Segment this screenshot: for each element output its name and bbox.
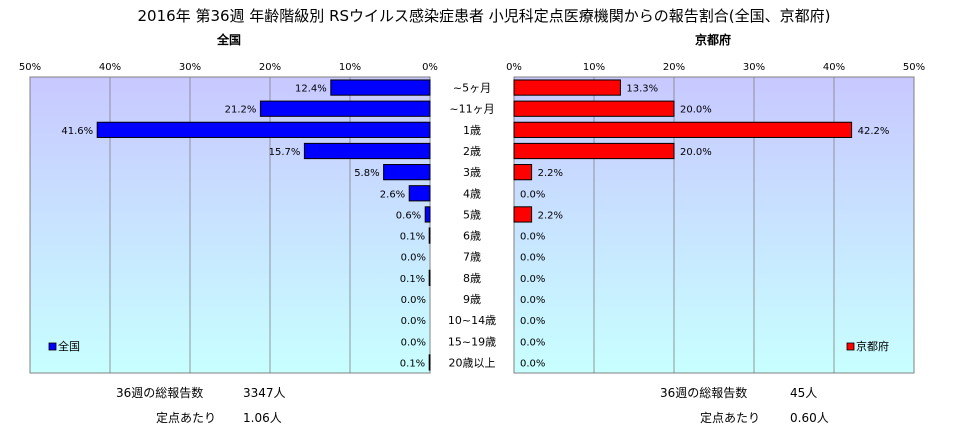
category-label: ~11ヶ月 — [449, 103, 494, 116]
data-label-kyoto: 2.2% — [538, 210, 563, 221]
tick-label-right: 50% — [903, 62, 925, 73]
category-label: 20歳以上 — [449, 356, 496, 369]
bar-national — [408, 185, 431, 202]
tick-label-right: 20% — [663, 62, 685, 73]
category-label: 1歳 — [463, 124, 481, 137]
legend-left-label: 全国 — [58, 339, 80, 353]
data-label-kyoto: 13.3% — [626, 84, 658, 95]
tick-label-left: 50% — [19, 62, 41, 73]
data-label-national: 0.0% — [401, 316, 426, 327]
national-per-label: 定点あたり — [156, 410, 216, 425]
data-label-kyoto: 0.0% — [520, 295, 545, 306]
bar-national — [424, 206, 431, 223]
bar-national — [428, 354, 431, 371]
left-plot-area — [29, 76, 431, 374]
legend-right-label: 京都府 — [856, 339, 889, 353]
category-label: 9歳 — [463, 293, 481, 306]
category-label: ~5ヶ月 — [453, 82, 491, 95]
data-label-national: 2.6% — [380, 189, 405, 200]
tick-label-left: 10% — [339, 62, 361, 73]
legend-right-swatch — [846, 342, 855, 351]
category-label: 15~19歳 — [448, 335, 496, 348]
tick-label-right: 30% — [743, 62, 765, 73]
bar-kyoto — [513, 164, 533, 181]
bar-national — [330, 79, 431, 96]
left-panel-title: 全国 — [216, 32, 241, 47]
bar-kyoto — [513, 206, 533, 223]
bar-national — [303, 142, 431, 160]
kyoto-total-label: 36週の総報告数 — [660, 385, 747, 400]
data-label-national: 0.1% — [400, 358, 425, 369]
national-total-label: 36週の総報告数 — [116, 385, 203, 400]
data-label-kyoto: 0.0% — [520, 316, 545, 327]
data-label-national: 0.0% — [401, 337, 426, 348]
category-label: 10~14歳 — [448, 314, 496, 327]
data-label-national: 0.6% — [396, 210, 421, 221]
tick-label-left: 20% — [259, 62, 281, 73]
bar-kyoto — [513, 121, 853, 138]
right-plot-area — [513, 76, 915, 374]
data-label-national: 41.6% — [61, 126, 93, 137]
data-label-national: 0.0% — [401, 295, 426, 306]
category-label: 2歳 — [463, 145, 481, 158]
data-label-national: 5.8% — [354, 168, 379, 179]
category-label: 3歳 — [463, 166, 481, 179]
bar-kyoto — [513, 100, 675, 117]
category-label: 5歳 — [463, 208, 481, 221]
legend-right: 京都府 — [846, 339, 889, 353]
data-label-kyoto: 20.0% — [680, 147, 712, 158]
tick-label-left: 40% — [99, 62, 121, 73]
data-label-national: 12.4% — [295, 84, 327, 95]
data-label-kyoto: 20.0% — [680, 105, 712, 116]
data-label-kyoto: 0.0% — [520, 189, 545, 200]
data-label-national: 21.2% — [225, 105, 257, 116]
category-label: 7歳 — [463, 251, 481, 264]
bar-national — [96, 121, 431, 138]
national-total-value: 3347人 — [243, 386, 286, 400]
data-label-national: 15.7% — [269, 147, 301, 158]
data-label-national: 0.1% — [400, 274, 425, 285]
chart-title: 2016年 第36週 年齢階級別 RSウイルス感染症患者 小児科定点医療機関から… — [138, 7, 831, 25]
data-label-kyoto: 2.2% — [538, 168, 563, 179]
bar-national — [383, 164, 431, 181]
legend-left-swatch — [48, 342, 57, 351]
bar-national — [428, 269, 431, 286]
category-label: 4歳 — [463, 187, 481, 200]
data-label-national: 0.0% — [401, 253, 426, 264]
kyoto-per-value: 0.60人 — [790, 411, 829, 425]
tick-label-right: 0% — [506, 62, 522, 73]
tick-label-right: 40% — [823, 62, 845, 73]
data-label-national: 0.1% — [400, 232, 425, 243]
right-panel-title: 京都府 — [695, 32, 731, 47]
data-label-kyoto: 0.0% — [520, 274, 545, 285]
data-label-kyoto: 42.2% — [858, 126, 890, 137]
legend-left: 全国 — [48, 339, 80, 353]
tick-label-left: 30% — [179, 62, 201, 73]
data-label-kyoto: 0.0% — [520, 358, 545, 369]
category-label: 6歳 — [463, 230, 481, 243]
kyoto-per-label: 定点あたり — [700, 410, 760, 425]
bar-national — [259, 100, 431, 117]
kyoto-total-value: 45人 — [790, 386, 817, 400]
data-label-kyoto: 0.0% — [520, 337, 545, 348]
tick-label-right: 10% — [583, 62, 605, 73]
category-label: 8歳 — [463, 272, 481, 285]
data-label-kyoto: 0.0% — [520, 232, 545, 243]
tick-label-left: 0% — [422, 62, 438, 73]
data-label-kyoto: 0.0% — [520, 253, 545, 264]
bar-kyoto — [513, 79, 621, 96]
bar-kyoto — [513, 142, 675, 160]
national-per-value: 1.06人 — [243, 411, 282, 425]
bar-national — [428, 227, 431, 244]
